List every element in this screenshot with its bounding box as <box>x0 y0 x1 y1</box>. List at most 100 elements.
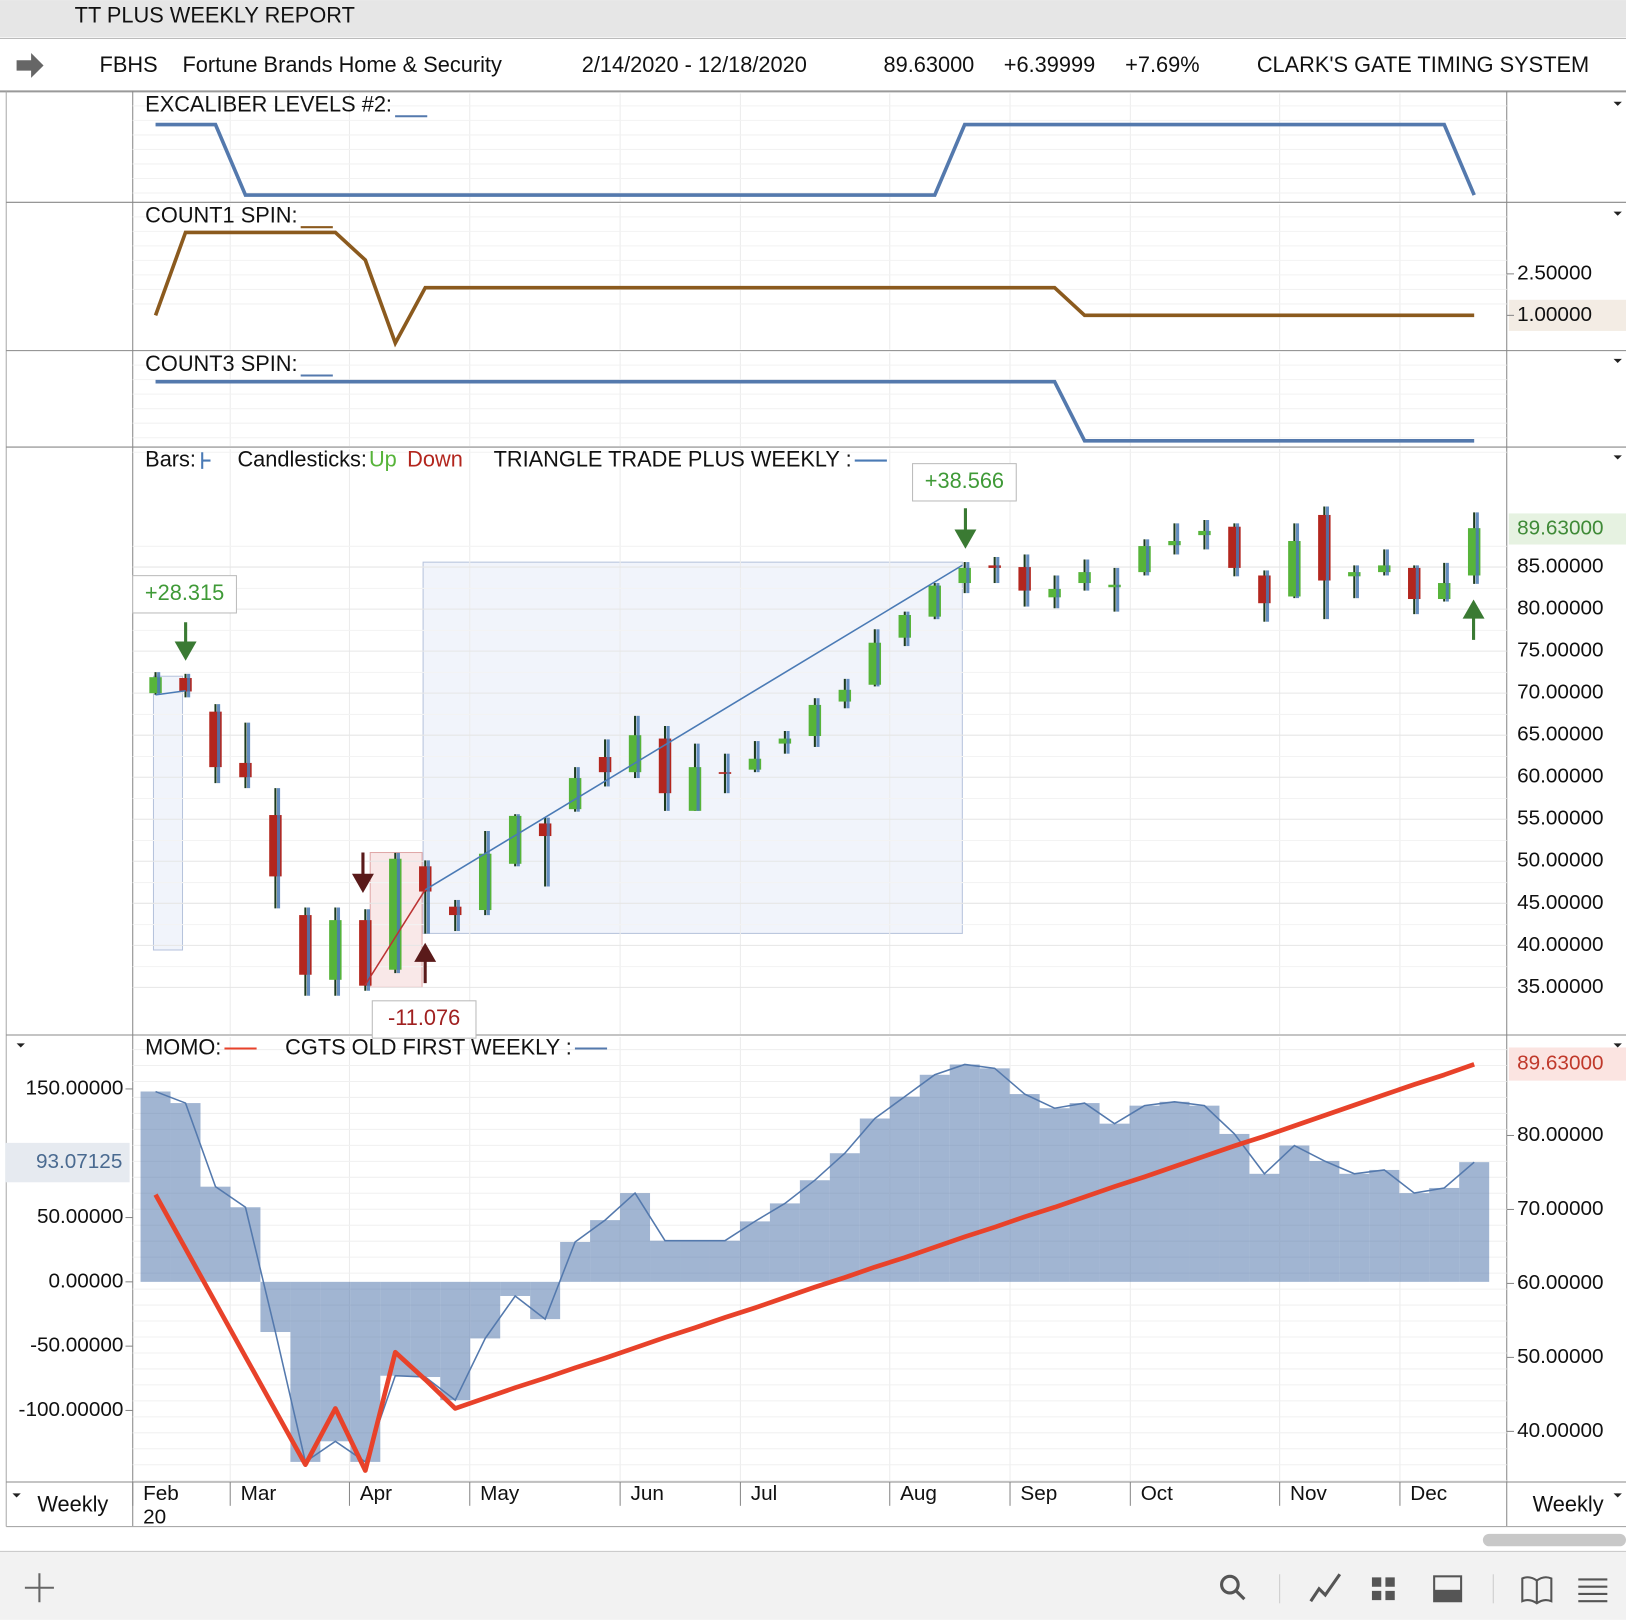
candle-body <box>988 565 1001 568</box>
histogram-bar <box>1159 1101 1190 1282</box>
chart-icon[interactable] <box>1309 1573 1342 1603</box>
annotation-label: -11.076 <box>388 1005 460 1030</box>
y-tick-label: 70.00000 <box>1517 681 1603 704</box>
candle-body <box>449 906 462 916</box>
timeframe-label[interactable]: Weekly <box>1533 1492 1604 1517</box>
candle-body <box>1168 541 1181 546</box>
scrollbar[interactable] <box>1482 1533 1626 1547</box>
histogram-bar <box>1339 1173 1370 1282</box>
momo-line <box>153 1062 1475 1473</box>
x-tick-label: Jul <box>751 1482 778 1505</box>
current-tag <box>1508 1047 1626 1081</box>
panel-icon[interactable] <box>1434 1589 1462 1602</box>
histogram-bar <box>1279 1145 1310 1282</box>
candle-body <box>1108 584 1121 588</box>
arrow-icon[interactable] <box>16 52 44 78</box>
y-tick-label: 55.00000 <box>1517 807 1603 830</box>
triangle-zone <box>152 675 184 951</box>
candle-body <box>1078 572 1091 584</box>
year-label: 20 <box>143 1506 166 1529</box>
histogram-bar <box>1009 1094 1040 1282</box>
y-tick-label: 1.00000 <box>1517 303 1592 326</box>
panel-title: COUNT1 SPIN: <box>145 203 297 228</box>
y-tick-label: 35.00000 <box>1517 975 1603 998</box>
histogram-bar <box>1189 1105 1220 1282</box>
x-tick-label: Mar <box>241 1482 277 1505</box>
legend-text: Bars: <box>145 446 196 471</box>
legend-text: MOMO: <box>145 1034 221 1059</box>
trend-line <box>364 889 426 986</box>
histogram-bar <box>859 1118 890 1282</box>
chart-layer: Feb Mar Apr May Jun Jul Aug Sep Oct Nov Dec EXCALIB… <box>5 92 1626 1506</box>
trend-line <box>424 564 963 891</box>
current-price: 89.63000 <box>1517 516 1603 539</box>
add-button[interactable] <box>24 1573 54 1603</box>
indicator-line <box>155 379 1475 443</box>
histogram-bar <box>829 1153 860 1282</box>
window-title: TT PLUS WEEKLY REPORT <box>75 2 355 27</box>
y-tick-label: 2.50000 <box>1517 261 1592 284</box>
trend-line <box>155 689 186 696</box>
histogram-bar <box>200 1186 231 1282</box>
y-tick-label: 40.00000 <box>1517 933 1603 956</box>
x-tick-label: Apr <box>360 1482 392 1505</box>
histogram-bar <box>680 1240 710 1282</box>
y2-tick-label: 50.00000 <box>1517 1345 1603 1368</box>
histogram-bar <box>769 1203 800 1282</box>
annotation-label: +38.566 <box>925 468 1004 493</box>
date-range: 2/14/2020 - 12/18/2020 <box>582 52 807 77</box>
candle-body <box>1378 565 1391 573</box>
histogram-bar <box>1219 1133 1250 1282</box>
histogram-bar <box>1369 1169 1400 1282</box>
histogram-bar <box>170 1103 201 1282</box>
system-name: CLARK'S GATE TIMING SYSTEM <box>1257 52 1589 77</box>
legend-text: Down <box>407 446 463 471</box>
candle-body <box>1198 530 1211 536</box>
x-tick-label: Dec <box>1410 1482 1447 1505</box>
annotation-box <box>912 463 1017 502</box>
y-tick-label: 60.00000 <box>1517 765 1603 788</box>
indicator-line <box>153 230 1475 348</box>
histogram-bar <box>560 1241 591 1282</box>
candle-body <box>1348 572 1361 577</box>
y-tick-label: 80.00000 <box>1517 597 1603 620</box>
histogram-bar <box>979 1068 1010 1282</box>
histogram-bar <box>1459 1162 1490 1282</box>
panel-title: EXCALIBER LEVELS #2: <box>145 92 392 117</box>
frame <box>5 91 1626 1528</box>
search-icon[interactable] <box>1234 1589 1246 1601</box>
histogram-bar <box>949 1064 980 1282</box>
timeframe-label[interactable]: Weekly <box>37 1492 108 1517</box>
candle-body <box>778 738 792 744</box>
annotation-label: +28.315 <box>145 580 224 605</box>
histogram-bar <box>530 1281 561 1320</box>
menu-icon[interactable] <box>1578 1578 1608 1603</box>
y2-tick-label: 40.00000 <box>1517 1419 1603 1442</box>
histogram-bar <box>1039 1108 1070 1282</box>
histogram-bar <box>620 1193 651 1282</box>
book-icon[interactable] <box>1521 1576 1553 1605</box>
search-icon[interactable] <box>1220 1574 1240 1595</box>
histogram-bar <box>140 1091 171 1282</box>
histogram-bar <box>799 1180 830 1282</box>
candle-body <box>1048 588 1061 598</box>
grid-icon[interactable] <box>1371 1577 1395 1601</box>
candle-body <box>718 772 732 774</box>
x-tick-label: Nov <box>1290 1482 1327 1505</box>
y-tick-label: 150.00000 <box>25 1076 123 1099</box>
y-tick-label: 0.00000 <box>48 1269 123 1292</box>
legend-glyph <box>201 452 211 469</box>
signal-arrow <box>1462 599 1485 640</box>
title-bar <box>0 0 1626 38</box>
symbol: FBHS <box>100 52 158 77</box>
legend-text: CGTS OLD FIRST WEEKLY : <box>285 1034 572 1059</box>
histogram-bar <box>1249 1173 1280 1282</box>
current-value: 93.07125 <box>36 1150 122 1173</box>
x-tick-label: Sep <box>1020 1482 1057 1505</box>
y-tick-label: 65.00000 <box>1517 723 1603 746</box>
signal-arrow <box>954 508 977 549</box>
current-value: 89.63000 <box>1517 1052 1603 1075</box>
current-tag <box>1508 513 1626 545</box>
indicator-line <box>155 122 1476 197</box>
